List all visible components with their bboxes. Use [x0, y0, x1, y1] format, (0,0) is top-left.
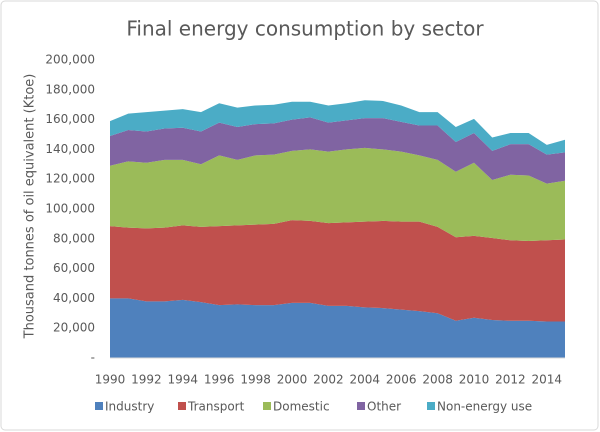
- x-tick-label: 2002: [313, 373, 344, 387]
- legend-label: Non-energy use: [437, 400, 532, 414]
- y-tick-label: 160,000: [45, 112, 95, 126]
- area: [110, 298, 565, 358]
- x-tick-label: 2008: [422, 373, 453, 387]
- y-tick-label: 200,000: [45, 53, 95, 67]
- y-tick-label: 180,000: [45, 82, 95, 96]
- area: [110, 220, 565, 322]
- legend-label: Industry: [105, 400, 154, 414]
- x-tick-label: 1994: [168, 373, 199, 387]
- x-tick-label: 2004: [350, 373, 381, 387]
- y-tick-label: 80,000: [53, 231, 95, 245]
- y-tick-label: 120,000: [45, 172, 95, 186]
- y-tick-label: 20,000: [53, 321, 95, 335]
- x-tick-label: 1992: [131, 373, 162, 387]
- x-tick-label: 2014: [532, 373, 563, 387]
- x-tick-label: 2000: [277, 373, 308, 387]
- legend-label: Domestic: [273, 400, 330, 414]
- x-tick-label: 1998: [240, 373, 271, 387]
- legend-label: Other: [367, 400, 401, 414]
- legend-swatch: [357, 402, 365, 410]
- y-tick-label: 140,000: [45, 142, 95, 156]
- y-tick-label: 100,000: [45, 202, 95, 216]
- legend-swatch: [95, 402, 103, 410]
- x-tick-label: 2012: [495, 373, 526, 387]
- x-tick-label: 1996: [204, 373, 235, 387]
- x-tick-label: 2010: [459, 373, 490, 387]
- legend-swatch: [263, 402, 271, 410]
- area: [110, 117, 565, 184]
- y-tick-label: -: [91, 351, 95, 365]
- area: [110, 147, 565, 242]
- y-tick-label: 60,000: [53, 261, 95, 275]
- y-axis-label: Thousand tonnes of oil equivalent (Ktoe): [23, 74, 38, 340]
- legend-swatch: [178, 402, 186, 410]
- x-tick-label: 1990: [95, 373, 126, 387]
- x-tick-label: 2006: [386, 373, 417, 387]
- area: [110, 100, 565, 155]
- legend-label: Transport: [187, 400, 245, 414]
- y-tick-label: 40,000: [53, 291, 95, 305]
- legend-swatch: [427, 402, 435, 410]
- chart-title: Final energy consumption by sector: [126, 17, 484, 41]
